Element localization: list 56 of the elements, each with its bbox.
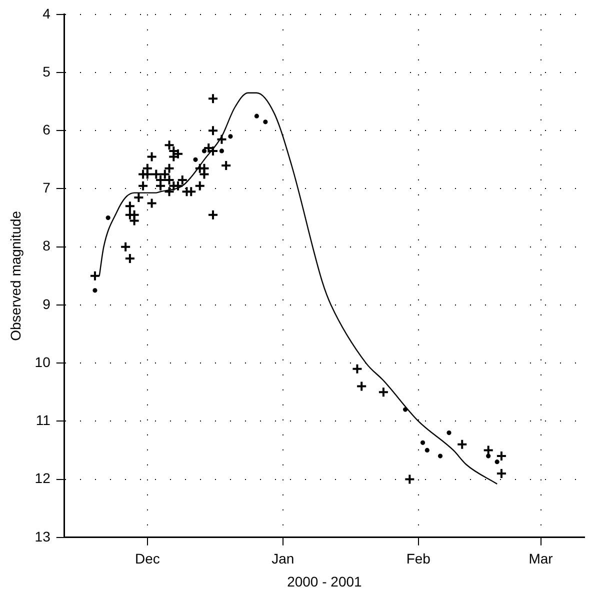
- point: [220, 160, 232, 171]
- x-tick-label: Dec: [134, 550, 160, 567]
- point: [496, 468, 507, 479]
- point: [356, 380, 368, 392]
- point: [219, 148, 224, 154]
- point: [207, 209, 218, 220]
- y-tick-label: 11: [36, 412, 51, 428]
- point: [120, 241, 132, 252]
- point: [216, 134, 228, 145]
- point: [92, 288, 98, 293]
- point: [194, 180, 206, 192]
- point: [202, 148, 207, 154]
- point: [155, 180, 166, 192]
- y-tick-label: 6: [42, 121, 51, 138]
- point: [254, 114, 259, 118]
- point: [89, 270, 100, 282]
- point: [164, 162, 175, 174]
- point: [446, 430, 452, 436]
- point: [352, 363, 363, 374]
- y-axis-title: Observed magnitude: [7, 210, 24, 341]
- point: [176, 174, 188, 186]
- point: [207, 125, 218, 136]
- y-tick-label: 5: [42, 63, 51, 80]
- point: [482, 444, 494, 456]
- point: [486, 454, 491, 458]
- point: [193, 157, 198, 162]
- x-tick-label: Mar: [528, 550, 554, 567]
- y-tick-label: 4: [42, 5, 51, 22]
- point: [146, 198, 158, 209]
- point: [146, 151, 158, 162]
- x-tick-label: Jan: [272, 550, 294, 567]
- y-tick-label: 12: [34, 470, 51, 486]
- point: [124, 200, 136, 212]
- point: [438, 454, 443, 458]
- y-tick-label: 9: [42, 296, 51, 312]
- point: [420, 440, 426, 445]
- point: [424, 448, 430, 453]
- point: [496, 450, 507, 462]
- x-axis-title: 2000 - 2001: [287, 573, 362, 590]
- point: [404, 474, 416, 485]
- point: [133, 192, 144, 203]
- point: [456, 438, 468, 450]
- point: [494, 460, 500, 464]
- point: [263, 120, 268, 124]
- y-tick-label: 13: [34, 528, 51, 544]
- y-tick-label: 7: [42, 180, 51, 196]
- point: [378, 386, 389, 398]
- point: [228, 134, 233, 139]
- y-tick-label: 8: [42, 238, 51, 254]
- point: [138, 180, 149, 192]
- x-tick-label: Feb: [406, 550, 431, 567]
- point: [164, 186, 175, 198]
- point: [124, 252, 136, 264]
- y-tick-label: 10: [34, 354, 51, 370]
- point: [207, 93, 218, 104]
- point: [106, 215, 110, 220]
